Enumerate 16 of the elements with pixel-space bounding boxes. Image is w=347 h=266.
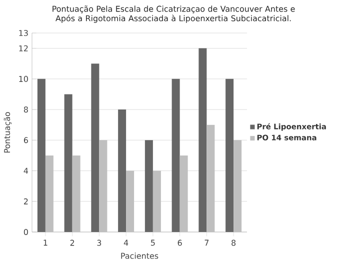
bar: [45, 155, 54, 232]
bar: [180, 155, 188, 232]
bar: [72, 155, 80, 232]
bar: [37, 78, 46, 232]
bar: [226, 78, 234, 232]
bar: [234, 140, 242, 232]
bar: [126, 170, 134, 232]
bar: [198, 48, 207, 232]
bar: [172, 78, 180, 232]
bar: [206, 124, 215, 232]
bar: [99, 140, 108, 232]
bar: [118, 110, 126, 232]
bar: [144, 140, 153, 232]
bar: [64, 94, 72, 232]
bar: [91, 64, 100, 232]
bar: [152, 170, 161, 232]
